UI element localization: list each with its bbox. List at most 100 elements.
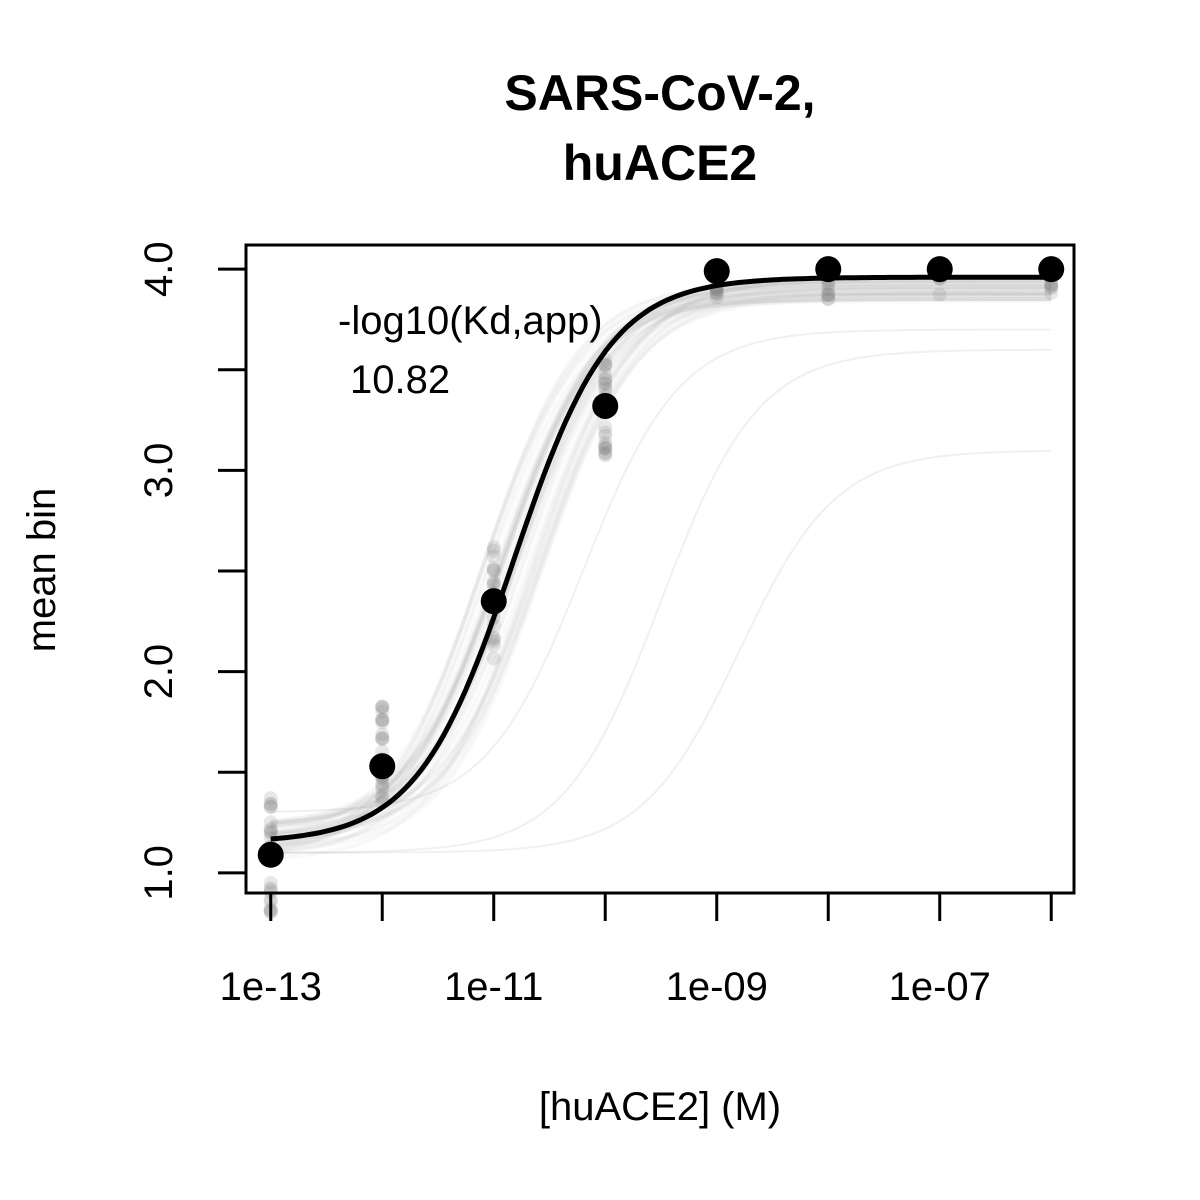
replicate-curve — [270, 277, 1052, 830]
replicate-point — [375, 712, 390, 727]
replicate-point — [709, 286, 724, 301]
replicate-curve — [270, 299, 1052, 850]
replicate-curve — [270, 284, 1052, 829]
replicate-point — [375, 781, 390, 796]
replicate-point — [598, 448, 613, 463]
data-point — [480, 588, 507, 615]
data-point — [815, 256, 842, 283]
replicate-point — [263, 825, 278, 840]
replicate-curve — [270, 281, 1052, 836]
replicate-point — [932, 287, 947, 302]
replicate-point — [821, 287, 836, 302]
replicate-point — [821, 287, 836, 302]
replicate-point — [375, 727, 390, 742]
replicate-point — [375, 730, 390, 745]
replicate-curve — [270, 348, 1052, 854]
replicate-point — [486, 631, 501, 646]
replicate-point — [375, 715, 390, 730]
replicate-point — [375, 732, 390, 747]
replicate-curve — [270, 292, 1052, 827]
replicate-point — [263, 821, 278, 836]
kd-annotation-label: -log10(Kd,app) — [338, 299, 603, 343]
replicate-curve — [270, 290, 1052, 838]
y-tick-label: 1.0 — [137, 845, 181, 901]
replicate-point — [821, 286, 836, 301]
fit-curve — [270, 274, 1052, 842]
replicate-curve — [270, 292, 1052, 838]
data-point — [257, 841, 284, 868]
replicate-point — [598, 372, 613, 387]
replicate-point — [1044, 281, 1059, 296]
x-tick-label: 1e-07 — [889, 965, 991, 1009]
replicate-point — [486, 563, 501, 578]
replicate-curve — [270, 292, 1052, 860]
chart-title-line-1: SARS-CoV-2, — [504, 65, 815, 121]
replicate-curve — [270, 293, 1052, 830]
x-tick-label: 1e-13 — [220, 965, 322, 1009]
replicate-curve — [270, 291, 1052, 837]
replicate-curve — [270, 278, 1052, 844]
replicate-point — [821, 292, 836, 307]
replicate-point — [263, 823, 278, 838]
replicate-point — [598, 438, 613, 453]
replicate-curve — [270, 288, 1052, 836]
replicate-point — [709, 290, 724, 305]
replicate-curve — [270, 328, 1052, 813]
replicate-curve — [270, 287, 1052, 834]
replicate-point — [598, 380, 613, 395]
replicate-point — [263, 815, 278, 830]
replicate-point — [1044, 286, 1059, 301]
replicate-point — [263, 875, 278, 890]
data-point — [1038, 256, 1065, 283]
data-points-layer — [257, 256, 1065, 868]
replicate-curve — [270, 296, 1052, 856]
kd-annotation-value: 10.82 — [350, 358, 450, 402]
replicate-point — [598, 382, 613, 397]
replicate-point — [375, 704, 390, 719]
replicate-point — [263, 796, 278, 811]
replicate-curve — [270, 279, 1052, 845]
replicate-point — [375, 731, 390, 746]
replicate-point — [821, 278, 836, 293]
replicate-curve — [270, 297, 1052, 846]
x-tick-label: 1e-11 — [444, 965, 543, 1009]
y-tick-label: 2.0 — [137, 644, 181, 700]
replicate-point — [486, 651, 501, 666]
replicate-point — [486, 540, 501, 555]
chart-title: SARS-CoV-2, huACE2 — [504, 65, 815, 191]
replicate-point — [486, 563, 501, 578]
replicate-point — [375, 789, 390, 804]
replicate-curve — [270, 449, 1052, 854]
chart-title-line-2: huACE2 — [563, 135, 757, 191]
x-axis: 1e-13 1e-11 1e-09 1e-07 — [220, 891, 1053, 1009]
replicate-curve — [270, 296, 1052, 851]
y-axis-label: mean bin — [20, 488, 64, 653]
replicate-curve — [270, 284, 1052, 835]
replicate-curve — [270, 291, 1052, 824]
replicate-curve — [270, 297, 1052, 826]
y-axis: 1.0 2.0 3.0 4.0 — [137, 241, 248, 901]
replicate-point — [375, 791, 390, 806]
replicate-point — [375, 699, 390, 714]
data-point — [926, 256, 953, 283]
replicate-curve — [270, 296, 1052, 828]
replicate-point — [598, 441, 613, 456]
data-point — [703, 258, 730, 285]
replicate-point — [598, 446, 613, 461]
replicate-point — [375, 712, 390, 727]
replicate-point — [598, 428, 613, 443]
replicate-point — [598, 445, 613, 460]
replicate-point — [598, 357, 613, 372]
replicate-curve — [270, 293, 1052, 852]
replicate-point — [598, 441, 613, 456]
replicate-curve — [270, 283, 1052, 827]
replicate-point — [375, 713, 390, 728]
replicate-point — [598, 425, 613, 440]
replicate-curve — [270, 286, 1052, 825]
data-point — [369, 753, 396, 780]
replicate-curve — [270, 278, 1052, 842]
replicate-point — [486, 634, 501, 649]
replicate-curve — [270, 297, 1052, 842]
x-axis-label: [huACE2] (M) — [539, 1085, 781, 1129]
